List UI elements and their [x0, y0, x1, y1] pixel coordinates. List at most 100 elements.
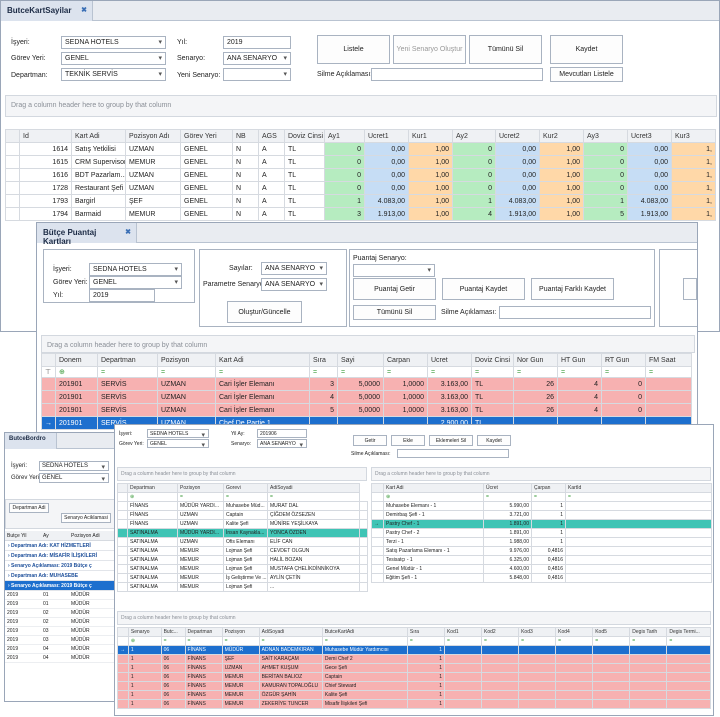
column-header[interactable]: Departman [127, 483, 178, 493]
column-header[interactable]: Kod1 [443, 627, 483, 637]
column-header[interactable]: Ücret [483, 483, 532, 493]
column-header[interactable]: Pozisyon [157, 353, 216, 367]
table-row[interactable]: 1 06 FİNANS UZMAN AHMET KUŞUM Gece Şefi 1 [117, 663, 711, 673]
column-header[interactable]: Kod3 [518, 627, 557, 637]
filter-cell[interactable]: = [565, 492, 712, 502]
table-row[interactable]: Eğitim Şefi - 1 5.848,00 0,4816 [371, 573, 712, 583]
table-row[interactable]: SATINALMA MEMUR Lojman Şefi HALİL BOZAN [117, 555, 368, 565]
column-header[interactable]: Kart Adi [383, 483, 484, 493]
column-header[interactable]: Kur1 [408, 129, 453, 143]
column-header[interactable]: AdiSoyadi [258, 627, 323, 637]
column-header[interactable]: Donem [55, 353, 98, 367]
table-row[interactable]: → Pastry Chef - 1 1.891,00 1 [371, 519, 712, 529]
table-row[interactable]: 2019 01 MÜDÜR [5, 591, 115, 600]
column-header[interactable]: Id [19, 129, 72, 143]
column-header[interactable]: Ay3 [583, 129, 628, 143]
gorev-yeri-select[interactable]: GENEL [147, 439, 209, 448]
column-header[interactable]: Nor Gun [513, 353, 558, 367]
mevcutlari-listele-button[interactable]: Mevcutları Listele [550, 67, 623, 82]
column-header[interactable]: Pozisyon [221, 627, 260, 637]
column-header[interactable]: Görev Yeri [180, 129, 233, 143]
tumunu-sil-button[interactable]: Tümünü Sil [469, 35, 542, 64]
yil-ay-input[interactable]: 201906 [257, 429, 307, 438]
gorev-yeri-select[interactable]: GENEL [39, 473, 109, 483]
tumunu-sil-button[interactable]: Tümünü Sil [353, 305, 436, 320]
group-row[interactable]: › Departman Adı: MİSAFİR İLİŞKİLERİ [5, 551, 115, 561]
isyeri-select[interactable]: SEDNA HOTELS [39, 461, 109, 471]
yil-input[interactable]: 2019 [89, 289, 155, 302]
table-row[interactable]: SATINALMA MEMUR Lojman Şefi MUSTAFA ÇHELİKD… [117, 564, 368, 574]
puantaj-kaydet-button[interactable]: Puantaj Kaydet [442, 278, 525, 300]
filter-cell[interactable]: = [513, 366, 558, 378]
group-row[interactable]: › Senaryo Açıklaması: 2019 Bütçe ç [5, 581, 115, 591]
filter-cell[interactable]: = [555, 636, 594, 646]
column-header[interactable]: RT Gun [601, 353, 646, 367]
table-row[interactable]: FİNANS UZMAN Kalite Şefi MÜNİRE YEŞİLKAYA [117, 519, 368, 529]
table-row[interactable]: 1 06 FİNANS MEMUR ÖZGÜR ŞAHİN Kalite Şefi 1 [117, 690, 711, 700]
table-row[interactable]: Terzi - 1 1.988,00 1 [371, 537, 712, 547]
column-header[interactable]: Ucret2 [495, 129, 540, 143]
column-header[interactable]: Pozisyon Adi [71, 533, 100, 539]
yil-input[interactable]: 2019 [223, 36, 291, 49]
filter-icon[interactable] [117, 492, 128, 502]
table-row[interactable]: 1728 Restaurant Şefi UZMAN GENEL N A TL 0 0,00 1,… [5, 181, 720, 195]
filter-cell[interactable]: ⊕ [55, 366, 98, 378]
gorev-yeri-select[interactable]: GENEL [89, 276, 182, 289]
column-header[interactable]: Doviz Cinsi [471, 353, 514, 367]
table-row[interactable]: SATINALMA MEMUR İş Geliştirme Ve ... AYLİN … [117, 573, 368, 583]
filter-cell[interactable]: = [629, 636, 668, 646]
column-header[interactable]: HT Gun [557, 353, 602, 367]
column-header[interactable]: AGS [258, 129, 285, 143]
column-header[interactable]: Kart Adi [215, 353, 310, 367]
filter-icon[interactable] [371, 492, 384, 502]
table-row[interactable]: 2019 02 MÜDÜR [5, 618, 115, 627]
column-header[interactable]: KartId [565, 483, 712, 493]
filter-cell[interactable]: = [518, 636, 557, 646]
filter-cell[interactable]: = [267, 492, 360, 502]
table-row[interactable]: FİNANS UZMAN Captain ÇİĞDEM ÖZSEZEN [117, 510, 368, 520]
group-panel[interactable]: Drag a column header here to group by th… [41, 335, 695, 353]
table-row[interactable]: FİNANS MÜDÜR YARDI... Muhasebe Müd... MURAT… [117, 501, 368, 511]
kaydet-button[interactable]: Kaydet [550, 35, 623, 64]
column-header[interactable]: Sayi [337, 353, 384, 367]
filter-cell[interactable]: = [160, 636, 186, 646]
table-row[interactable]: → 1 06 FİNANS MÜDÜR ADNAN BADEMKIRAN Muhasebe … [117, 645, 711, 655]
filter-cell[interactable]: = [483, 492, 532, 502]
silme-aciklamasi-input[interactable] [397, 449, 509, 458]
table-row[interactable]: Genel Müdür - 1 4.600,00 0,4816 [371, 564, 712, 574]
filter-cell[interactable]: = [309, 366, 338, 378]
olustur-guncelle-button[interactable]: Oluştur/Güncelle [227, 301, 302, 323]
puantaj-senaryo-select[interactable] [353, 264, 435, 277]
filter-icon[interactable]: ⊤ [41, 366, 56, 378]
column-header[interactable]: Ucret1 [364, 129, 409, 143]
column-header[interactable]: Kur3 [671, 129, 716, 143]
isyeri-select[interactable]: SEDNA HOTELS [147, 429, 209, 438]
table-row[interactable]: 201901 SERVİS UZMAN Cari İşler Elemanı 5 5,00… [41, 403, 692, 417]
table-row[interactable]: 2019 04 MÜDÜR [5, 654, 115, 663]
column-header[interactable]: Pozisyon Adı [125, 129, 181, 143]
column-header[interactable]: AdiSoyadi [267, 483, 360, 493]
column-header[interactable]: Butc... [160, 627, 186, 637]
eklemeleri-sil-button[interactable]: Eklemeleri Sil [429, 435, 473, 446]
table-row[interactable]: 1615 CRM Supervisor MEMUR GENEL N A TL 0 0,00 1,0… [5, 155, 720, 169]
column-header[interactable]: Çarpan [531, 483, 566, 493]
table-row[interactable]: Tesisatçı - 1 6.325,00 0,4816 [371, 555, 712, 565]
filter-cell[interactable]: = [481, 636, 520, 646]
table-row[interactable]: Pastry Chef - 2 1.891,00 1 [371, 528, 712, 538]
column-header[interactable]: Ucret3 [627, 129, 672, 143]
filter-cell[interactable]: = [383, 366, 428, 378]
table-row[interactable]: 1793 Bargirl ŞEF GENEL N A TL 1 4.083,00 1,00 1 4.0… [5, 194, 720, 208]
filter-cell[interactable]: = [443, 636, 483, 646]
ekle-button[interactable]: Ekle [391, 435, 425, 446]
table-row[interactable]: 201901 SERVİS UZMAN Cari İşler Elemanı 4 5,00… [41, 390, 692, 404]
yeni-senaryo-select[interactable] [223, 68, 291, 81]
column-header[interactable]: Departman [184, 627, 223, 637]
departman-select[interactable]: TEKNİK SERVİS [61, 68, 166, 81]
column-header[interactable]: FM Saat [645, 353, 692, 367]
filter-cell[interactable]: = [223, 492, 268, 502]
puantaj-farkli-kaydet-button[interactable]: Puantaj Farklı Kaydet [531, 278, 614, 300]
group-chip-departman[interactable]: Departman Adi [9, 503, 49, 513]
silme-aciklamasi-input[interactable] [371, 68, 543, 81]
close-icon[interactable]: ✖ [81, 7, 87, 14]
